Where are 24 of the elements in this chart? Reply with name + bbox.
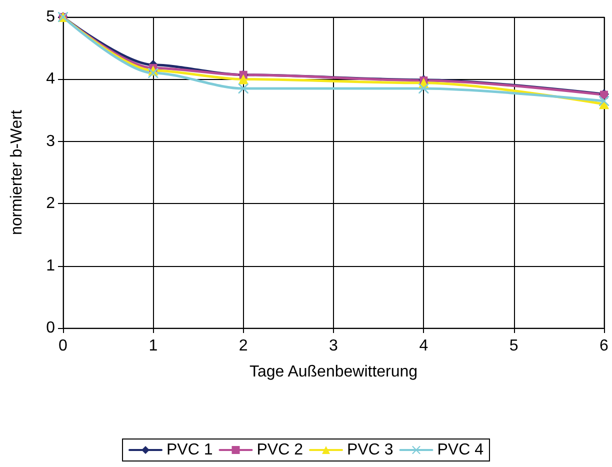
point: [418, 84, 429, 94]
legend-label: PVC 2: [256, 442, 304, 458]
x-axis-title: Tage Außenbewitterung: [249, 364, 418, 380]
x-tick-label: 3: [329, 338, 338, 354]
y-tick-label: 5: [46, 8, 56, 26]
y-axis-title: normierter b-Wert: [8, 109, 26, 236]
y-tick-label: 2: [46, 195, 56, 212]
y-tick-label: 0: [46, 320, 56, 336]
legend-label: PVC 1: [166, 442, 213, 458]
x-tick-label: 4: [419, 338, 428, 354]
point: [148, 68, 158, 78]
x-tick-label: 0: [58, 338, 68, 354]
x-tick-label: 5: [509, 338, 518, 354]
legend-label: PVC 3: [347, 442, 394, 458]
y-tick-label: 1: [46, 257, 56, 274]
x-tick-label: 1: [148, 338, 158, 354]
x-tick-label: 2: [238, 338, 248, 354]
y-tick-label: 4: [46, 70, 56, 88]
point: [238, 84, 248, 94]
point: [599, 96, 609, 106]
y-tick-label: 3: [46, 132, 56, 150]
legend-label: PVC 4: [437, 442, 484, 458]
point: [238, 74, 248, 84]
x-tick-label: 6: [600, 338, 609, 354]
